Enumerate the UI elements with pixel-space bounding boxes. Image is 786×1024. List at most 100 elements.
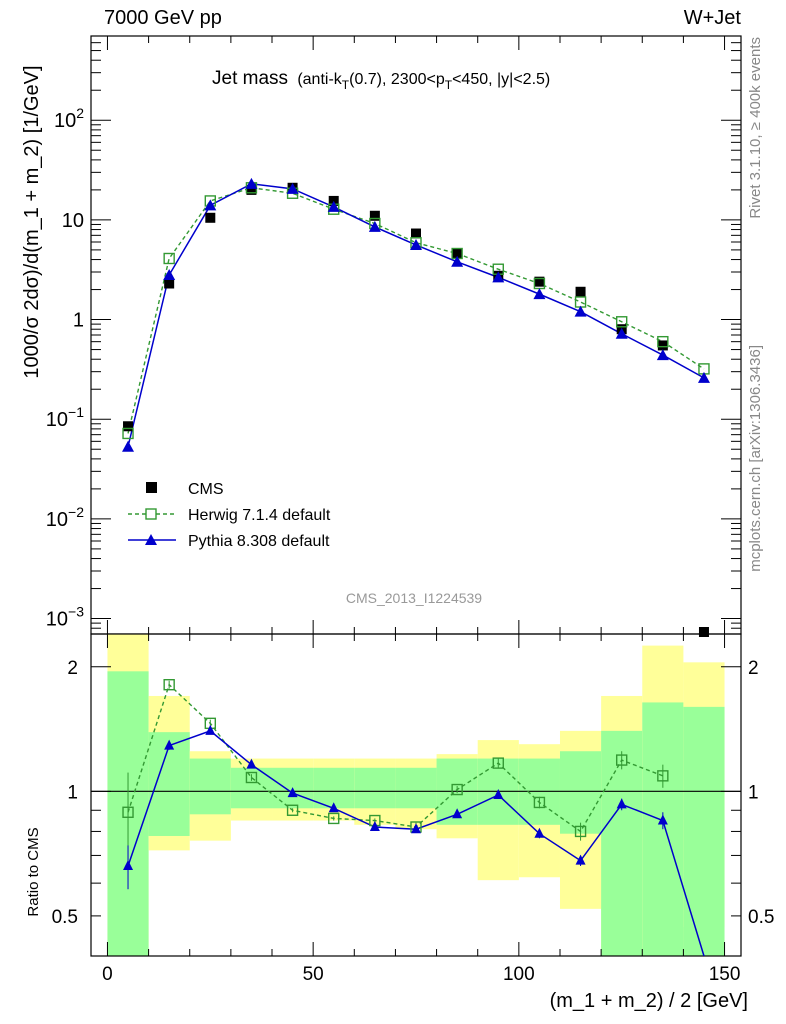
herwig-ratio-line (127, 683, 664, 833)
cms-point (123, 421, 134, 432)
pythia-point (368, 220, 381, 232)
ratio-y-tick-label: 1 (67, 782, 78, 803)
pythia-point (451, 255, 464, 267)
herwig-ratio-point (245, 771, 258, 784)
ratio-y-tick-label: 2 (67, 658, 78, 679)
pythia-line (127, 183, 705, 447)
pythia-point (245, 177, 258, 189)
ratio-series (122, 679, 705, 956)
pythia-point (697, 371, 710, 383)
herwig-ratio-point (533, 796, 546, 809)
pythia-ratio-point (452, 808, 463, 819)
legend-label: CMS (188, 481, 224, 498)
plot-title: Jet mass (anti-kT(0.7), 2300<pT<450, |y|… (212, 68, 550, 92)
header-right: W+Jet (684, 7, 742, 29)
x-tick-label: 0 (102, 964, 113, 985)
plot-title-main: Jet mass (212, 68, 288, 89)
header-left: 7000 GeV pp (104, 7, 222, 29)
top-ylabel: 1000/σ 2dσ)/d(m_1 + m_2) [1/GeV] (21, 65, 43, 378)
herwig-point (574, 296, 587, 308)
ratio-y-tick-label-right: 2 (748, 658, 759, 679)
cms-point (657, 340, 668, 351)
legend-label: Herwig 7.1.4 default (188, 507, 331, 524)
band-inner-bin (559, 751, 602, 834)
pythia-ratio-point (411, 823, 421, 834)
pythia-ratio-point (123, 860, 134, 871)
herwig-point (533, 277, 546, 290)
cms-point (246, 184, 257, 195)
herwig-ratio-point (574, 825, 587, 838)
herwig-ratio-point (163, 679, 175, 691)
herwig-ratio-point (328, 812, 340, 825)
y-tick-label: 10−1 (46, 404, 84, 431)
band-inner-bin (683, 706, 725, 956)
herwig-ratio-point (615, 754, 628, 766)
herwig-line (127, 187, 705, 434)
top-panel: 102 10 1 10−1 10−2 10−3 (46, 35, 742, 637)
ratio-y-tick-label: 0.5 (52, 907, 78, 928)
pythia-ratio-point (205, 724, 216, 735)
herwig-point (122, 427, 134, 440)
y-tick-label: 102 (54, 105, 84, 132)
x-tick-label: 100 (503, 964, 535, 985)
herwig-point (657, 335, 669, 348)
ratio-frame (90, 633, 742, 957)
pythia-ratio-point (287, 787, 298, 798)
band-inner-bin (354, 767, 396, 809)
herwig-ratio-point (451, 783, 463, 796)
pythia-ratio-point (616, 798, 627, 809)
pythia-point (615, 327, 628, 339)
pythia-point (574, 305, 587, 317)
band-inner-bin (189, 758, 231, 815)
cms-point (411, 228, 421, 239)
ratio-y-tick-label-right: 1 (748, 782, 759, 803)
legend-herwig-marker (145, 508, 157, 520)
rivet-label: Rivet 3.1.10, ≥ 400k events (747, 37, 764, 219)
cms-point (698, 627, 709, 637)
pythia-ratio-point (246, 758, 257, 769)
pythia-point (410, 238, 422, 250)
pythia-ratio-point (328, 802, 339, 813)
legend: CMS Herwig 7.1.4 default Pythia 8.308 defa… (128, 481, 331, 550)
pythia-ratio-point (493, 788, 504, 799)
uncertainty-bands (107, 634, 725, 956)
cms-point (369, 210, 380, 221)
pythia-point (204, 199, 217, 211)
legend-cms-marker (146, 482, 157, 493)
x-tick-label: 50 (303, 964, 324, 985)
pythia-point (533, 288, 546, 300)
pythia-point (327, 200, 340, 212)
analysis-watermark: CMS_2013_I1224539 (346, 590, 482, 606)
legend-label: Pythia 8.308 default (188, 533, 330, 550)
herwig-ratio-point (657, 770, 669, 782)
pythia-point (656, 349, 669, 361)
herwig-ratio-point (286, 804, 299, 816)
cms-point (452, 248, 463, 259)
pythia-point (122, 440, 135, 452)
band-inner-bin (395, 767, 437, 809)
pythia-ratio-point (369, 820, 380, 831)
x-tick-label: 150 (709, 964, 741, 985)
plot-title-cuts-a: (anti-k (297, 71, 342, 88)
pythia-point (163, 268, 176, 280)
herwig-point (615, 316, 628, 328)
pythia-ratio-point (164, 739, 175, 750)
legend-pythia-marker (145, 534, 157, 545)
y-tick-label: 10−3 (46, 604, 84, 631)
herwig-point (163, 252, 175, 265)
pythia-ratio-point (534, 827, 545, 838)
pythia-ratio-point (657, 814, 668, 825)
y-tick-label: 10−2 (46, 504, 84, 531)
cms-point (575, 286, 586, 297)
ratio-panel: 2 2 1 1 0.5 0.5 0 50 100 150 (52, 633, 774, 985)
mcplots-label: mcplots.cern.ch [arXiv:1306.3436] (747, 345, 764, 572)
cms-point (534, 276, 545, 287)
band-inner-bin (642, 702, 684, 956)
pythia-point (286, 182, 299, 194)
pythia-ratio-point (575, 854, 586, 865)
pythia-point (492, 271, 505, 283)
herwig-ratio-point (122, 806, 134, 818)
y-tick-label: 10 (62, 210, 84, 232)
y-tick-label: 1 (73, 310, 84, 332)
